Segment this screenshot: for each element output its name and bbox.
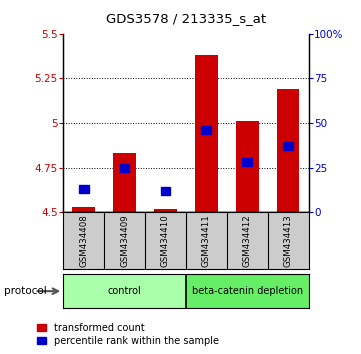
Text: beta-catenin depletion: beta-catenin depletion bbox=[192, 286, 303, 296]
Bar bbox=[72, 207, 95, 212]
Text: GSM434410: GSM434410 bbox=[161, 214, 170, 267]
Bar bbox=[63, 274, 186, 308]
Bar bbox=[161, 187, 170, 195]
Bar bbox=[79, 185, 88, 193]
Text: GSM434411: GSM434411 bbox=[202, 214, 211, 267]
Bar bbox=[195, 55, 218, 212]
Bar bbox=[283, 142, 293, 150]
Text: GSM434412: GSM434412 bbox=[243, 214, 252, 267]
Bar bbox=[119, 164, 130, 172]
Text: GSM434413: GSM434413 bbox=[284, 214, 293, 267]
Bar bbox=[113, 153, 136, 212]
Bar bbox=[186, 274, 309, 308]
Text: GDS3578 / 213335_s_at: GDS3578 / 213335_s_at bbox=[106, 12, 266, 25]
Bar bbox=[242, 158, 252, 166]
Legend: transformed count, percentile rank within the sample: transformed count, percentile rank withi… bbox=[37, 323, 219, 346]
Text: GSM434408: GSM434408 bbox=[79, 214, 88, 267]
Text: GSM434409: GSM434409 bbox=[120, 215, 129, 267]
Text: control: control bbox=[108, 286, 142, 296]
Bar bbox=[277, 89, 299, 212]
Bar bbox=[154, 209, 177, 212]
Bar bbox=[201, 126, 211, 134]
Bar bbox=[236, 121, 258, 212]
Text: protocol: protocol bbox=[4, 286, 46, 296]
